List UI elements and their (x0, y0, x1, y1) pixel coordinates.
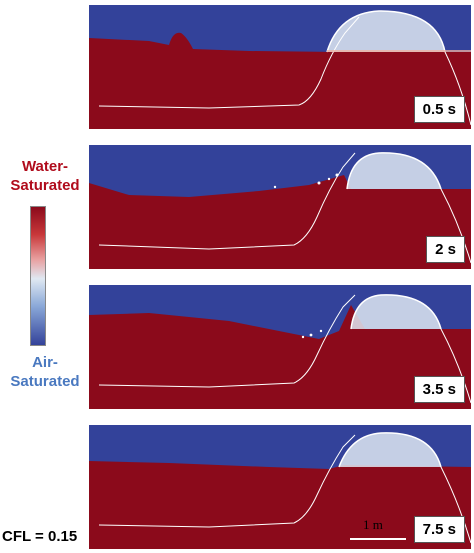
air-label-line2: Saturated (10, 373, 80, 390)
water-label-line2: Saturated (10, 177, 80, 194)
time-label-4: 7.5 s (413, 516, 465, 543)
snapshot-image-2 (89, 145, 471, 269)
snapshot-panel-3: 3.5 s (89, 285, 471, 409)
time-label-2: 2 s (426, 236, 465, 263)
cfl-label: CFL = 0.15 (2, 528, 78, 545)
time-label-1: 0.5 s (413, 96, 465, 123)
snapshot-image-4 (89, 425, 471, 549)
scale-bar (350, 538, 406, 540)
time-label-3: 3.5 s (413, 376, 465, 403)
air-label-line1: Air- (32, 354, 58, 371)
snapshot-panel-4: 7.5 s (89, 425, 471, 549)
snapshot-image-1 (89, 5, 471, 129)
water-saturated-label: Water- Saturated (4, 157, 86, 195)
water-label-line1: Water- (21, 158, 69, 175)
snapshot-image-3 (89, 285, 471, 409)
snapshot-panel-1: 0.5 s (89, 5, 471, 129)
air-saturated-label: Air- Saturated (4, 353, 86, 391)
snapshot-panel-2: 2 s (89, 145, 471, 269)
saturation-colorbar (30, 206, 46, 346)
scale-bar-label: 1 m (363, 517, 383, 532)
